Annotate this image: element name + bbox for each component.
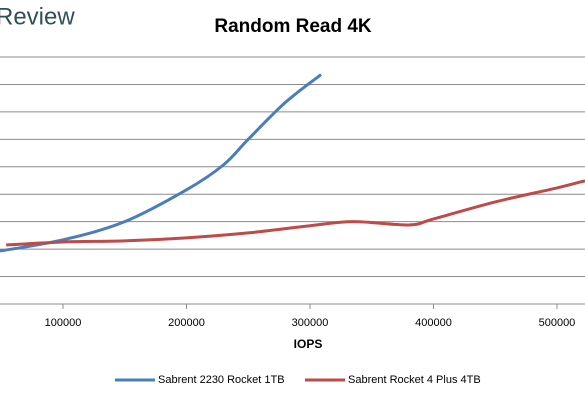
x-tick-label: 300000 — [292, 317, 329, 329]
legend-label: Sabrent 2230 Rocket 1TB — [158, 374, 285, 386]
watermark: Review — [0, 3, 75, 30]
chart-title: Random Read 4K — [214, 16, 372, 37]
x-axis-label: IOPS — [294, 337, 323, 351]
series-line — [0, 73, 323, 253]
x-tick-label: 500000 — [539, 317, 576, 329]
series-line — [6, 179, 585, 247]
legend-label: Sabrent Rocket 4 Plus 4TB — [348, 374, 481, 386]
x-tick-label: 400000 — [415, 317, 452, 329]
x-tick-label: 200000 — [168, 317, 205, 329]
x-tick-label: 100000 — [45, 317, 82, 329]
